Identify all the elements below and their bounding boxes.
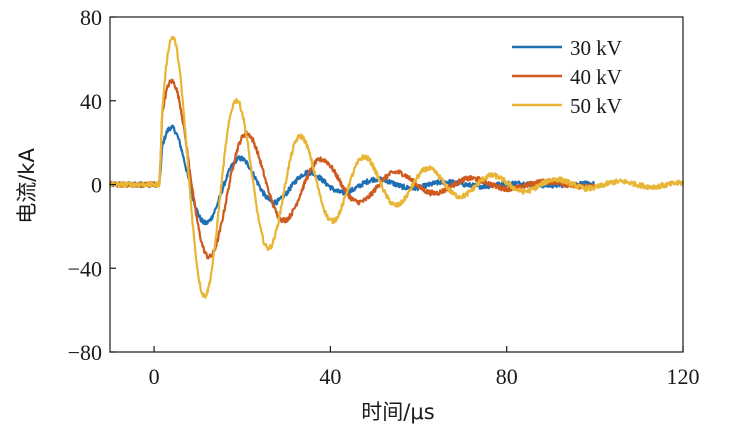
y-tick-label: 80 xyxy=(80,5,102,30)
series-layer xyxy=(108,36,684,299)
y-tick-label: −80 xyxy=(68,340,102,365)
x-tick-label: 0 xyxy=(149,364,160,389)
y-axis-label: 电流/kA xyxy=(15,148,39,224)
ticks-layer: 0 40 80 120 80 40 0 −40 −80 xyxy=(68,5,700,389)
y-tick-label: −40 xyxy=(68,256,102,281)
x-tick-label: 120 xyxy=(667,364,700,389)
legend-label: 30 kV xyxy=(570,36,622,60)
y-tick-label: 40 xyxy=(80,89,102,114)
x-tick-label: 40 xyxy=(319,364,341,389)
x-axis-label: 时间/μs xyxy=(361,400,434,424)
x-tick-label: 80 xyxy=(496,364,518,389)
y-tick-label: 0 xyxy=(91,173,102,198)
legend-label: 50 kV xyxy=(570,94,622,118)
series-line-50kv xyxy=(109,36,684,299)
legend: 30 kV 40 kV 50 kV xyxy=(512,36,622,118)
legend-label: 40 kV xyxy=(570,65,622,89)
